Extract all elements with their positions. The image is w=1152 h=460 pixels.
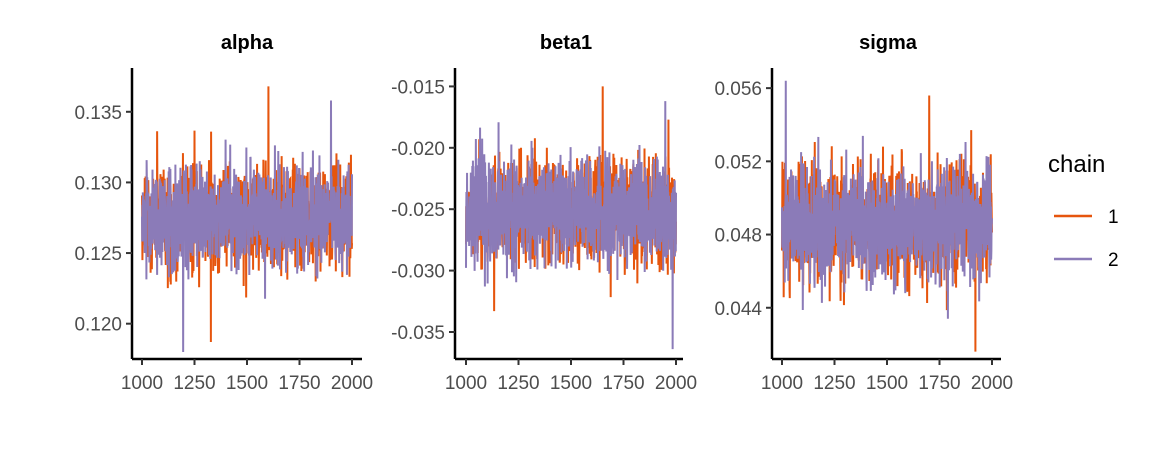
- y-tick-label: -0.020: [391, 139, 445, 160]
- x-tick-label: 1500: [226, 373, 268, 394]
- x-tick-label: 1250: [173, 373, 215, 394]
- x-tick-label: 1250: [813, 373, 855, 394]
- panel-title: beta1: [540, 32, 592, 54]
- y-tick-label: 0.125: [74, 244, 122, 265]
- y-tick-label: -0.035: [391, 323, 445, 344]
- x-tick-label: 1750: [918, 373, 960, 394]
- panel-title: alpha: [221, 32, 274, 54]
- x-tick-label: 1000: [121, 373, 163, 394]
- legend-title: chain: [1048, 151, 1105, 178]
- panel-title: sigma: [859, 32, 918, 54]
- y-tick-label: -0.015: [391, 77, 445, 98]
- x-tick-label: 1750: [278, 373, 320, 394]
- panel-sigma: sigma 0.044 0.048 0.052 0.056 1000 1250 1500 175…: [714, 32, 1013, 394]
- x-tick-label: 1000: [445, 373, 487, 394]
- x-tick-label: 1750: [602, 373, 644, 394]
- legend: chain 1 2: [1048, 151, 1119, 271]
- trace-line-chain-2: [465, 101, 677, 350]
- y-tick-label: 0.130: [74, 173, 122, 194]
- x-tick-label: 2000: [331, 373, 373, 394]
- y-tick-label: -0.025: [391, 200, 445, 221]
- x-tick-label: 1500: [866, 373, 908, 394]
- facet-panels: alpha 0.120 0.125 0.130 0.135 1000 1250 1500 175…: [74, 32, 1013, 394]
- legend-label-chain-2: 2: [1108, 250, 1119, 271]
- trace-line-chain-2: [141, 100, 353, 352]
- y-tick-label: 0.120: [74, 315, 122, 336]
- x-tick-label: 1000: [761, 373, 803, 394]
- panel-beta1: beta1 -0.035 -0.030 -0.025 -0.020 -0.015 1000 1…: [391, 32, 697, 394]
- legend-label-chain-1: 1: [1108, 207, 1119, 228]
- y-tick-label: 0.052: [714, 152, 762, 173]
- x-tick-label: 1500: [550, 373, 592, 394]
- panel-alpha: alpha 0.120 0.125 0.130 0.135 1000 1250 1500 175…: [74, 32, 373, 394]
- y-tick-label: 0.048: [714, 226, 762, 247]
- x-tick-label: 1250: [497, 373, 539, 394]
- y-tick-label: -0.030: [391, 262, 445, 283]
- y-tick-label: 0.056: [714, 79, 762, 100]
- trace-line-chain-2: [781, 80, 993, 319]
- x-tick-label: 2000: [971, 373, 1013, 394]
- x-tick-label: 2000: [655, 373, 697, 394]
- y-tick-label: 0.044: [714, 299, 762, 320]
- y-tick-label: 0.135: [74, 103, 122, 124]
